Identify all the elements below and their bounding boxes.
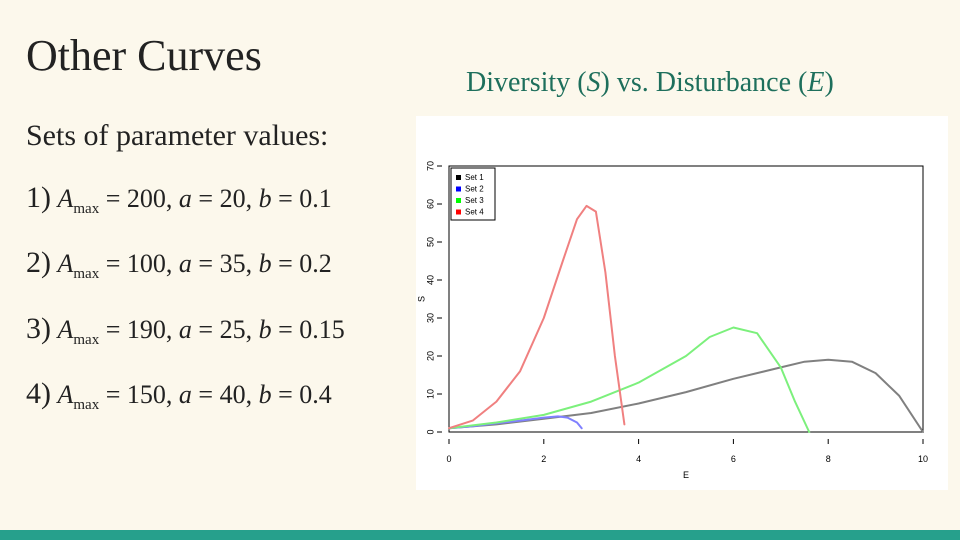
x-tick-label: 8	[826, 454, 831, 464]
y-tick-label: 20	[425, 351, 435, 361]
legend-swatch	[456, 175, 461, 180]
y-tick-label: 60	[425, 199, 435, 209]
series-line-4	[448, 204, 626, 430]
parameter-set-4: 4) Amax = 150, a = 40, b = 0.4	[26, 377, 332, 413]
x-tick-label: 2	[541, 454, 546, 464]
y-tick-label: 50	[425, 237, 435, 247]
diversity-disturbance-chart: 0 2 4 6 8 10 0 10 20 30 40 50 60 70 E S Set 1 Set 2 Set 3 S…	[416, 161, 928, 480]
y-tick-label: 0	[425, 429, 435, 434]
legend-swatch	[456, 209, 461, 215]
parameter-set-2: 2) Amax = 100, a = 35, b = 0.2	[26, 246, 332, 282]
sets-heading: Sets of parameter values:	[26, 119, 329, 152]
slide-title: Other Curves	[26, 31, 262, 80]
x-tick-label: 4	[636, 454, 641, 464]
x-tick-label: 10	[918, 454, 928, 464]
legend-label: Set 4	[465, 208, 484, 217]
chart-panel: 0 2 4 6 8 10 0 10 20 30 40 50 60 70 E S Set 1 Set 2 Set 3 S…	[416, 116, 948, 490]
x-axis-label: E	[683, 470, 689, 480]
legend-swatch	[456, 186, 461, 192]
chart-caption: Diversity (S) vs. Disturbance (E)	[466, 67, 834, 98]
plot-frame	[448, 165, 924, 433]
y-tick-label: 30	[425, 313, 435, 323]
y-tick-label: 10	[425, 389, 435, 399]
legend-label: Set 2	[465, 185, 484, 194]
x-tick-label: 6	[731, 454, 736, 464]
series-line-3	[448, 326, 811, 433]
parameter-set-3: 3) Amax = 190, a = 25, b = 0.15	[26, 312, 345, 348]
y-tick-label: 70	[425, 161, 435, 171]
footer-bar	[0, 530, 960, 540]
y-tick-label: 40	[425, 275, 435, 285]
x-tick-label: 0	[446, 454, 451, 464]
legend-swatch	[456, 198, 461, 203]
parameter-set-1: 1) Amax = 200, a = 20, b = 0.1	[26, 181, 332, 217]
y-axis-label: S	[416, 296, 426, 302]
legend-label: Set 3	[465, 196, 484, 205]
legend-label: Set 1	[465, 173, 484, 182]
